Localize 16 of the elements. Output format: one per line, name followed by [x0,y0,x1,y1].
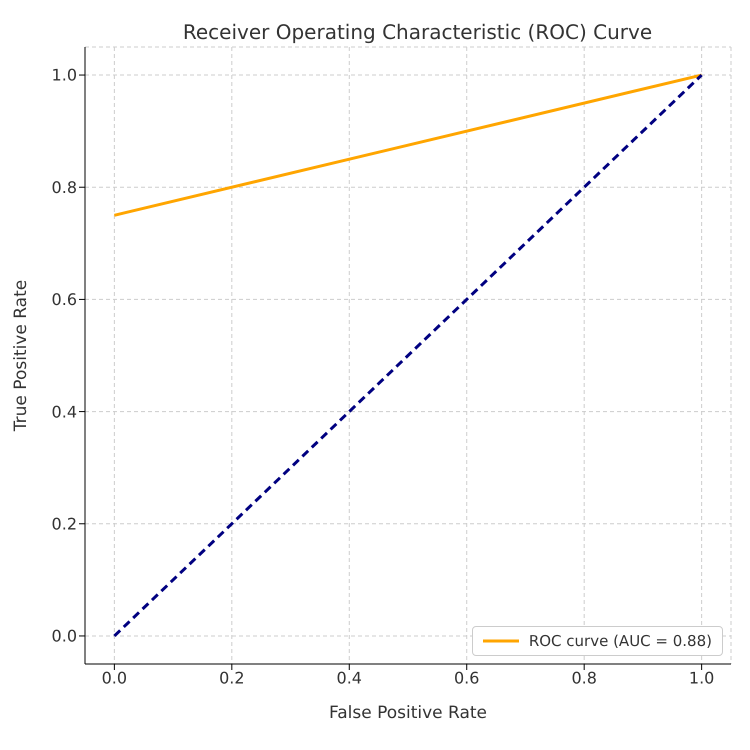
x-axis-title: False Positive Rate [329,703,487,723]
legend-label: ROC curve (AUC = 0.88) [528,632,712,650]
y-tick-label: 0.6 [52,290,77,310]
y-tick-label: 0.2 [52,514,77,534]
x-tick-label: 0.4 [336,668,362,688]
chart-title: Receiver Operating Characteristic (ROC) Curve [182,20,654,44]
y-tick-label: 0.0 [52,626,77,646]
x-tick-label: 0.8 [571,668,597,688]
x-tick-label: 1.0 [688,668,714,688]
y-axis-title: True Positive Rate [11,280,32,432]
y-tick-label: 1.0 [52,66,77,85]
x-tick-label: 0.2 [219,668,245,688]
x-tick-label: 0.0 [102,668,128,688]
x-tick-label: 0.6 [454,668,480,688]
y-tick-label: 0.8 [52,178,77,197]
y-tick-label: 0.4 [52,402,77,422]
